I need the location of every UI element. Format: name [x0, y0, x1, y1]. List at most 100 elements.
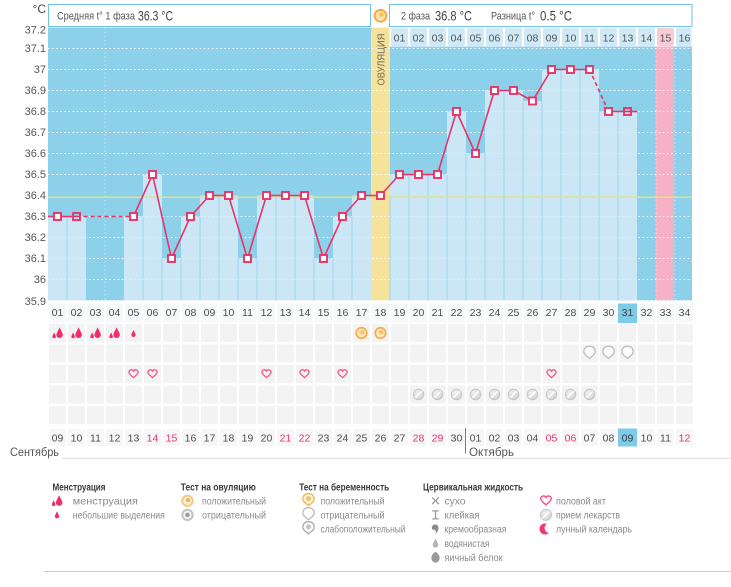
svg-text:24: 24 [489, 307, 501, 319]
svg-text:12: 12 [603, 33, 615, 45]
svg-text:20: 20 [261, 433, 273, 445]
svg-text:01: 01 [394, 33, 406, 45]
svg-text:35.9: 35.9 [25, 296, 46, 308]
svg-text:03: 03 [90, 307, 102, 319]
svg-text:21: 21 [280, 433, 292, 445]
svg-text:18: 18 [375, 307, 387, 319]
svg-text:36.1: 36.1 [25, 253, 46, 265]
svg-text:04: 04 [109, 307, 121, 319]
svg-text:16: 16 [337, 307, 349, 319]
svg-text:отрицательный: отрицательный [321, 511, 385, 522]
svg-text:01: 01 [470, 433, 482, 445]
svg-text:15: 15 [318, 307, 330, 319]
svg-text:08: 08 [527, 33, 539, 45]
svg-text:23: 23 [318, 433, 330, 445]
svg-text:07: 07 [584, 433, 596, 445]
svg-text:11: 11 [584, 33, 595, 45]
svg-text:08: 08 [185, 307, 197, 319]
svg-text:13: 13 [280, 307, 292, 319]
svg-text:09: 09 [204, 307, 216, 319]
svg-text:15: 15 [166, 433, 178, 445]
svg-text:Тест на овуляцию: Тест на овуляцию [181, 483, 256, 494]
svg-text:2 фаза: 2 фаза [401, 11, 431, 23]
svg-text:36.2: 36.2 [25, 232, 46, 244]
svg-text:менструация: менструация [73, 497, 138, 508]
svg-text:36: 36 [34, 274, 46, 286]
svg-text:30: 30 [451, 433, 463, 445]
svg-text:водянистая: водянистая [445, 539, 490, 550]
svg-text:03: 03 [432, 33, 444, 45]
svg-text:14: 14 [299, 307, 311, 319]
svg-text:29: 29 [432, 433, 444, 445]
svg-text:09: 09 [622, 433, 634, 445]
svg-text:36.3: 36.3 [25, 211, 46, 223]
svg-text:26: 26 [375, 433, 387, 445]
svg-text:14: 14 [147, 433, 159, 445]
svg-text:02: 02 [413, 33, 425, 45]
svg-text:33: 33 [660, 307, 672, 319]
svg-text:10: 10 [565, 33, 577, 45]
svg-text:31: 31 [622, 307, 634, 319]
svg-text:08: 08 [603, 433, 615, 445]
svg-text:06: 06 [489, 33, 501, 45]
svg-text:Сентябрь: Сентябрь [10, 445, 59, 459]
svg-text:36.8: 36.8 [25, 106, 46, 118]
svg-text:21: 21 [432, 307, 444, 319]
svg-text:23: 23 [470, 307, 482, 319]
svg-text:Менструация: Менструация [53, 483, 106, 494]
svg-text:Средняя t° 1 фаза: Средняя t° 1 фаза [57, 11, 136, 23]
svg-text:12: 12 [261, 307, 273, 319]
svg-text:положительный: положительный [202, 497, 266, 508]
svg-text:07: 07 [508, 33, 520, 45]
svg-text:36.5: 36.5 [25, 169, 46, 181]
svg-text:01: 01 [52, 307, 64, 319]
svg-text:37.2: 37.2 [25, 25, 46, 37]
svg-text:36.7: 36.7 [25, 127, 46, 139]
svg-text:24: 24 [337, 433, 349, 445]
svg-text:лунный календарь: лунный календарь [556, 525, 632, 536]
svg-text:36.4: 36.4 [25, 190, 46, 202]
svg-text:18: 18 [223, 433, 235, 445]
svg-text:20: 20 [413, 307, 425, 319]
svg-text:37.1: 37.1 [25, 43, 46, 55]
svg-text:11: 11 [660, 433, 671, 445]
svg-text:Тест на беременность: Тест на беременность [299, 482, 389, 494]
svg-text:слабоположительный: слабоположительный [321, 524, 406, 536]
svg-text:28: 28 [565, 307, 577, 319]
svg-text:Цервикальная жидкость: Цервикальная жидкость [423, 483, 523, 494]
svg-text:прием лекарств: прием лекарств [556, 511, 620, 522]
svg-text:19: 19 [242, 433, 254, 445]
svg-text:04: 04 [527, 433, 539, 445]
svg-text:15: 15 [660, 33, 672, 45]
svg-text:28: 28 [413, 433, 425, 445]
svg-text:17: 17 [204, 433, 216, 445]
svg-text:°C: °C [33, 2, 47, 16]
svg-text:36.6: 36.6 [25, 148, 46, 160]
svg-text:09: 09 [52, 433, 64, 445]
svg-text:32: 32 [641, 307, 653, 319]
svg-text:27: 27 [394, 433, 406, 445]
svg-text:05: 05 [128, 307, 140, 319]
svg-text:отрицательный: отрицательный [202, 511, 266, 522]
svg-text:11: 11 [242, 307, 253, 319]
svg-text:яичный белок: яичный белок [445, 552, 504, 564]
svg-text:0.5 °C: 0.5 °C [540, 8, 572, 24]
svg-text:36.9: 36.9 [25, 85, 46, 97]
svg-text:Октябрь: Октябрь [469, 445, 514, 459]
svg-text:34: 34 [679, 307, 691, 319]
svg-text:16: 16 [185, 433, 197, 445]
svg-text:12: 12 [679, 433, 691, 445]
svg-text:09: 09 [546, 33, 558, 45]
svg-text:16: 16 [679, 33, 691, 45]
svg-text:25: 25 [356, 433, 368, 445]
svg-text:29: 29 [584, 307, 596, 319]
svg-text:12: 12 [109, 433, 121, 445]
svg-text:05: 05 [546, 433, 558, 445]
svg-text:36.3 °C: 36.3 °C [138, 8, 173, 24]
svg-text:10: 10 [641, 433, 653, 445]
svg-text:17: 17 [356, 307, 368, 319]
svg-text:22: 22 [299, 433, 311, 445]
svg-text:10: 10 [71, 433, 83, 445]
svg-text:половой акт: половой акт [556, 497, 606, 508]
svg-text:04: 04 [451, 33, 463, 45]
